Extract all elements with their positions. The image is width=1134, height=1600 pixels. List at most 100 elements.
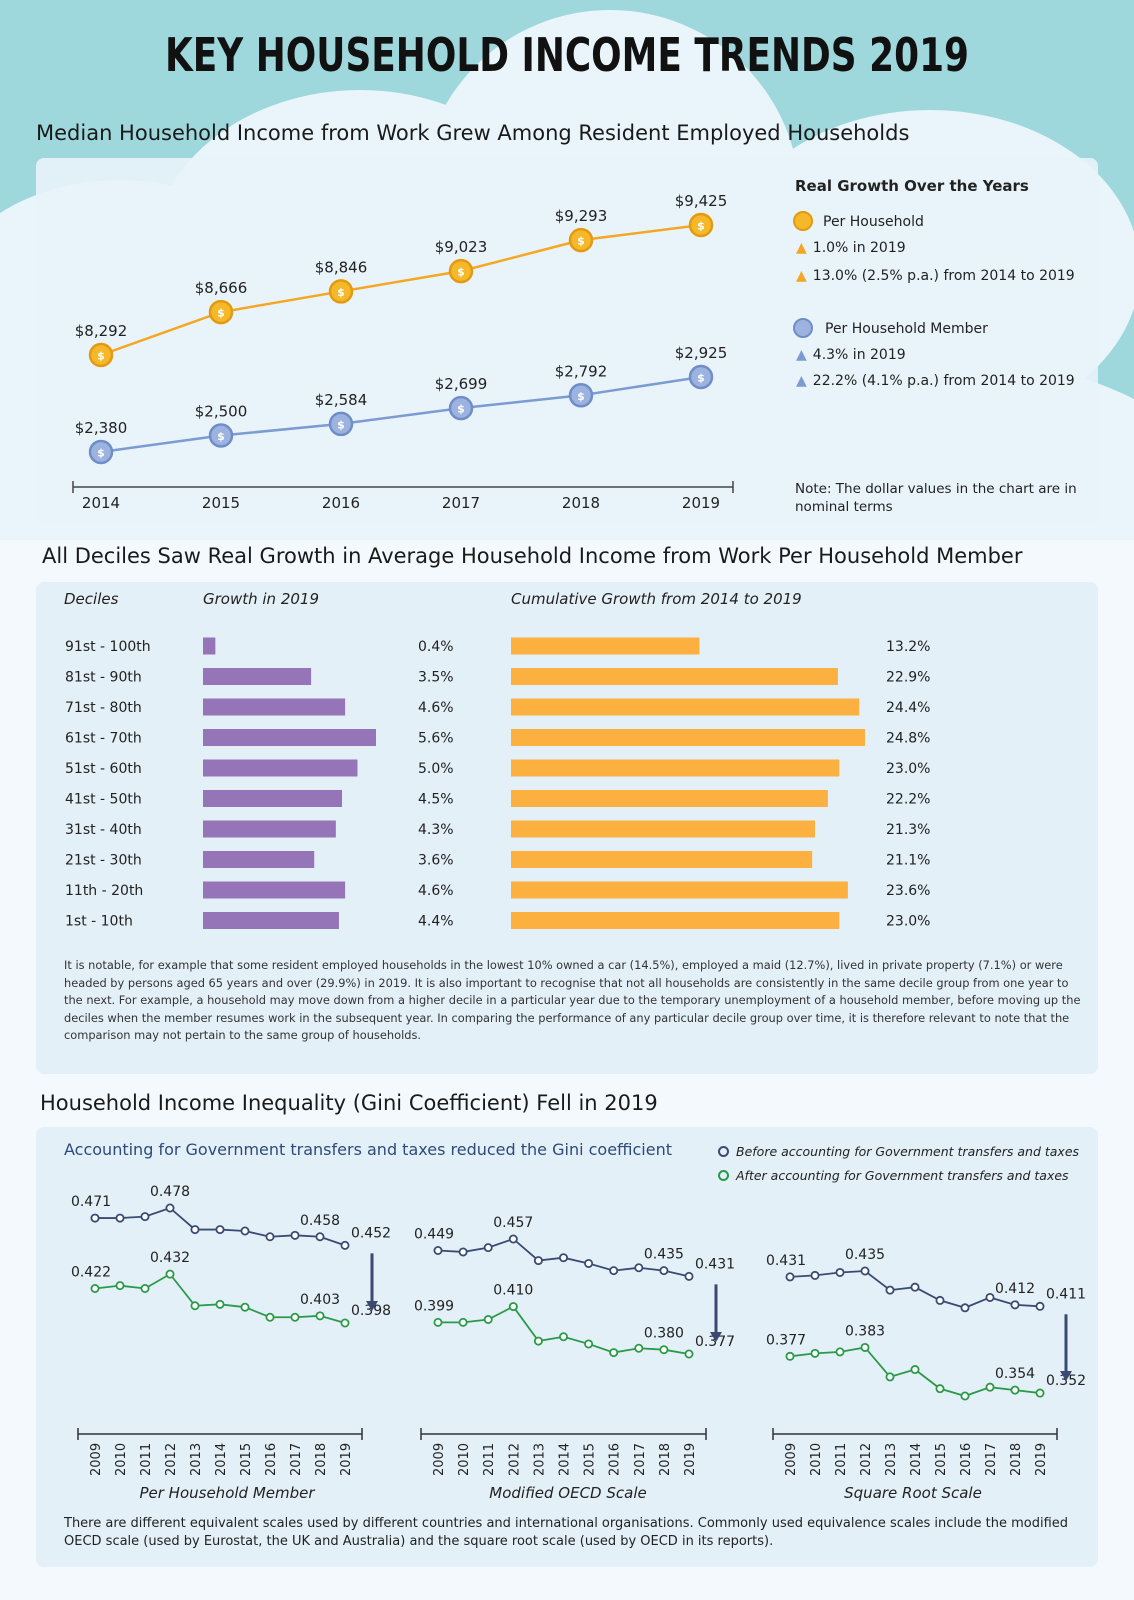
gini-before-point: [584, 1258, 594, 1268]
gini-subtitle: Accounting for Government transfers and …: [64, 1140, 673, 1159]
x-tick-label: 2017: [442, 494, 480, 512]
coin-symbol: $: [97, 447, 105, 460]
cumulative-value-label: 13.2%: [886, 639, 930, 655]
per-member-point: [208, 423, 234, 448]
per-member-data-label: $2,925: [675, 344, 728, 362]
gini-after-point: [340, 1318, 350, 1328]
page-title: KEY HOUSEHOLD INCOME TRENDS 2019: [164, 28, 970, 82]
coin-symbol: $: [217, 430, 225, 443]
decile-label: 41st - 50th: [65, 792, 142, 808]
legend-after: After accounting for Government transfer…: [718, 1168, 1069, 1183]
year-tick-label: 2012: [507, 1443, 522, 1476]
gini-after-point: [860, 1342, 870, 1352]
up-triangle-icon: ▲: [796, 240, 807, 256]
year-tick-label: 2016: [959, 1443, 974, 1476]
gini-before-point: [985, 1292, 995, 1302]
growth-value-label: 3.5%: [418, 670, 454, 686]
year-tick-label: 2017: [984, 1443, 999, 1476]
year-tick-label: 2018: [1009, 1443, 1024, 1476]
gini-data-label: 0.471: [71, 1194, 111, 1210]
per-household-point: [448, 258, 474, 284]
section2-title: All Deciles Saw Real Growth in Average H…: [42, 544, 1023, 568]
gini-before-point: [265, 1232, 275, 1242]
cumulative-bar: [511, 820, 816, 838]
gini-before-point: [215, 1225, 225, 1235]
per-member-point: [88, 439, 114, 465]
deciles-bar-chart: 91st - 100th 0.4% 13.2% 81st - 90th 3.5% 22.9…: [65, 637, 930, 930]
year-tick-label: 2012: [164, 1443, 179, 1476]
gini-after-point: [115, 1281, 125, 1291]
per-household-data-label: $8,666: [195, 279, 248, 297]
up-triangle-icon: ▲: [796, 268, 807, 284]
navy-circle-icon: [718, 1146, 729, 1157]
per-member-point: [328, 411, 354, 437]
growth-value-label: 0.4%: [418, 639, 454, 655]
cumulative-value-label: 21.3%: [886, 822, 930, 838]
growth-header: Growth in 2019: [203, 590, 320, 608]
x-tick-label: 2018: [562, 494, 600, 512]
growth-bar: [203, 729, 376, 746]
decile-label: 81st - 90th: [65, 670, 142, 686]
gini-before-point: [165, 1203, 175, 1213]
per-household-point: [328, 279, 354, 304]
coin-symbol: $: [337, 418, 345, 431]
section1-panel: [36, 158, 1098, 524]
scale-modified-oecd: Modified OECD Scale: [489, 1484, 647, 1502]
gini-before-point: [90, 1213, 100, 1223]
gini-before-point: [433, 1246, 443, 1256]
gini-after-point: [315, 1311, 325, 1321]
cumulative-value-label: 22.2%: [886, 792, 930, 808]
cumulative-value-label: 21.1%: [886, 853, 930, 869]
growth-value-label: 3.6%: [418, 853, 454, 869]
per-member-data-label: $2,792: [555, 362, 608, 380]
section3-title: Household Income Inequality (Gini Coeffi…: [40, 1091, 658, 1115]
gini-after-point: [508, 1302, 518, 1312]
per-member-point: [688, 364, 714, 390]
gold-coin-icon: [793, 211, 813, 231]
year-tick-label: 2016: [264, 1443, 279, 1476]
gini-after-point: [1010, 1385, 1020, 1395]
gini-after-point: [835, 1347, 845, 1357]
gini-before-point: [684, 1271, 694, 1281]
cumulative-value-label: 23.6%: [886, 883, 930, 899]
cumulative-bar: [511, 637, 700, 655]
scale-per-household-member: Per Household Member: [139, 1484, 315, 1502]
legend-per-household-label: Per Household: [823, 214, 924, 230]
legend-per-member-label: Per Household Member: [825, 321, 988, 337]
coin-symbol: $: [217, 307, 225, 320]
per-member-data-label: $2,380: [75, 419, 128, 437]
gini-data-label: 0.412: [995, 1281, 1035, 1297]
x-tick-label: 2015: [202, 494, 240, 512]
gini-after-point: [190, 1301, 200, 1311]
gini-before-point: [240, 1226, 250, 1236]
coin-symbol: $: [577, 235, 585, 248]
gini-data-label: 0.457: [493, 1215, 533, 1231]
green-circle-icon: [718, 1170, 729, 1181]
legend-per-member: Per Household Member: [793, 318, 988, 338]
gini-after-point: [458, 1317, 468, 1327]
gini-after-point: [165, 1269, 175, 1279]
year-tick-label: 2010: [457, 1443, 472, 1476]
per-household-data-label: $9,293: [555, 207, 608, 225]
gini-data-label: 0.432: [150, 1250, 190, 1266]
gini-data-label: 0.410: [493, 1283, 533, 1299]
gini-data-label: 0.478: [150, 1184, 190, 1200]
per-member-data-label: $2,584: [315, 391, 368, 409]
gini-after-point: [785, 1351, 795, 1361]
gini-before-point: [290, 1230, 300, 1240]
gini-before-point: [533, 1256, 543, 1266]
gini-data-label: 0.411: [1046, 1286, 1086, 1302]
gini-before-point: [960, 1303, 970, 1313]
up-triangle-icon: ▲: [796, 373, 807, 389]
cumulative-value-label: 23.0%: [886, 761, 930, 777]
growth-value-label: 5.6%: [418, 731, 454, 747]
cumulative-bar: [511, 668, 838, 685]
gini-data-label: 0.452: [351, 1225, 391, 1241]
year-tick-label: 2018: [658, 1443, 673, 1476]
year-tick-label: 2017: [633, 1443, 648, 1476]
gini-data-label: 0.377: [695, 1334, 735, 1350]
cumulative-bar: [511, 912, 840, 929]
growth-bar: [203, 668, 312, 685]
year-tick-label: 2013: [189, 1443, 204, 1476]
nominal-note: Note: The dollar values in the chart are…: [795, 481, 1077, 515]
